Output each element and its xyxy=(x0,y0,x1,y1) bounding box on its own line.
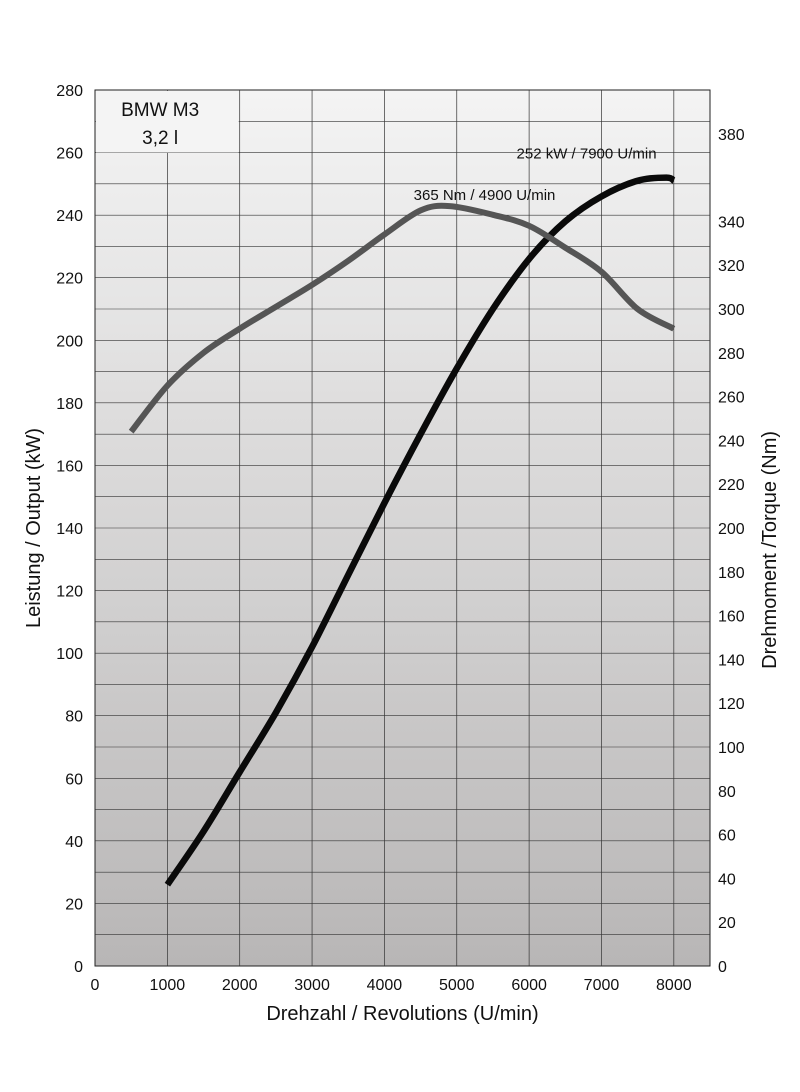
left-y-tick-label: 220 xyxy=(56,271,83,288)
x-tick-label: 7000 xyxy=(584,977,620,994)
grid xyxy=(95,90,710,966)
right-y-tick-label: 380 xyxy=(718,127,745,144)
x-tick-label: 5000 xyxy=(439,977,475,994)
right-y-tick-label: 240 xyxy=(718,433,745,450)
right-y-tick-label: 340 xyxy=(718,214,745,231)
right-y-tick-label: 100 xyxy=(718,740,745,757)
right-y-tick-label: 60 xyxy=(718,828,736,845)
annotations: 252 kW / 7900 U/min 365 Nm / 4900 U/min xyxy=(414,146,657,204)
right-y-tick-label: 160 xyxy=(718,609,745,626)
x-axis-ticks: 0 1000 2000 3000 4000 5000 6000 7000 8000 xyxy=(91,977,692,994)
left-y-tick-label: 200 xyxy=(56,333,83,350)
right-y-tick-label: 80 xyxy=(718,784,736,801)
power-peak-annotation: 252 kW / 7900 U/min xyxy=(517,146,657,163)
left-y-tick-label: 40 xyxy=(65,834,83,851)
chart-title-line-1: BMW M3 xyxy=(121,100,199,121)
left-y-tick-label: 0 xyxy=(74,959,83,976)
x-axis-label: Drehzahl / Revolutions (U/min) xyxy=(266,1003,538,1025)
right-y-tick-label: 300 xyxy=(718,302,745,319)
left-y-tick-label: 60 xyxy=(65,771,83,788)
left-y-axis-ticks: 0 20 40 60 80 100 120 140 160 180 200 220 240 260 280 xyxy=(56,83,83,976)
left-y-axis-label: Leistung / Output (kW) xyxy=(23,428,45,628)
right-y-tick-label: 320 xyxy=(718,258,745,275)
title-box xyxy=(96,91,239,153)
right-y-tick-label: 40 xyxy=(718,871,736,888)
left-y-tick-label: 120 xyxy=(56,584,83,601)
right-y-tick-label: 20 xyxy=(718,915,736,932)
left-y-tick-label: 180 xyxy=(56,396,83,413)
left-y-tick-label: 80 xyxy=(65,709,83,726)
power-curve xyxy=(164,174,676,887)
left-y-tick-label: 240 xyxy=(56,208,83,225)
x-tick-label: 2000 xyxy=(222,977,258,994)
left-y-tick-label: 20 xyxy=(65,896,83,913)
series-lines xyxy=(128,174,676,887)
torque-curve xyxy=(128,202,676,434)
x-tick-label: 4000 xyxy=(367,977,403,994)
right-y-axis-label: Drehmoment /Torque (Nm) xyxy=(759,431,781,669)
right-y-tick-label: 0 xyxy=(718,959,727,976)
chart-title-line-2: 3,2 l xyxy=(142,128,178,149)
right-y-tick-label: 140 xyxy=(718,652,745,669)
torque-peak-annotation: 365 Nm / 4900 U/min xyxy=(414,187,556,204)
x-tick-label: 8000 xyxy=(656,977,692,994)
left-y-tick-label: 160 xyxy=(56,458,83,475)
x-tick-label: 1000 xyxy=(150,977,186,994)
x-tick-label: 6000 xyxy=(511,977,547,994)
right-y-axis-ticks: 0 20 40 60 80 100 120 140 160 180 200 220 240 260 280 3… xyxy=(718,127,745,976)
left-y-tick-label: 280 xyxy=(56,83,83,100)
right-y-tick-label: 220 xyxy=(718,477,745,494)
x-tick-label: 0 xyxy=(91,977,100,994)
right-y-tick-label: 120 xyxy=(718,696,745,713)
right-y-tick-label: 280 xyxy=(718,346,745,363)
left-y-tick-label: 100 xyxy=(56,646,83,663)
right-y-tick-label: 260 xyxy=(718,390,745,407)
left-y-tick-label: 260 xyxy=(56,146,83,163)
right-y-tick-label: 200 xyxy=(718,521,745,538)
right-y-tick-label: 180 xyxy=(718,565,745,582)
left-y-tick-label: 140 xyxy=(56,521,83,538)
x-tick-label: 3000 xyxy=(294,977,330,994)
